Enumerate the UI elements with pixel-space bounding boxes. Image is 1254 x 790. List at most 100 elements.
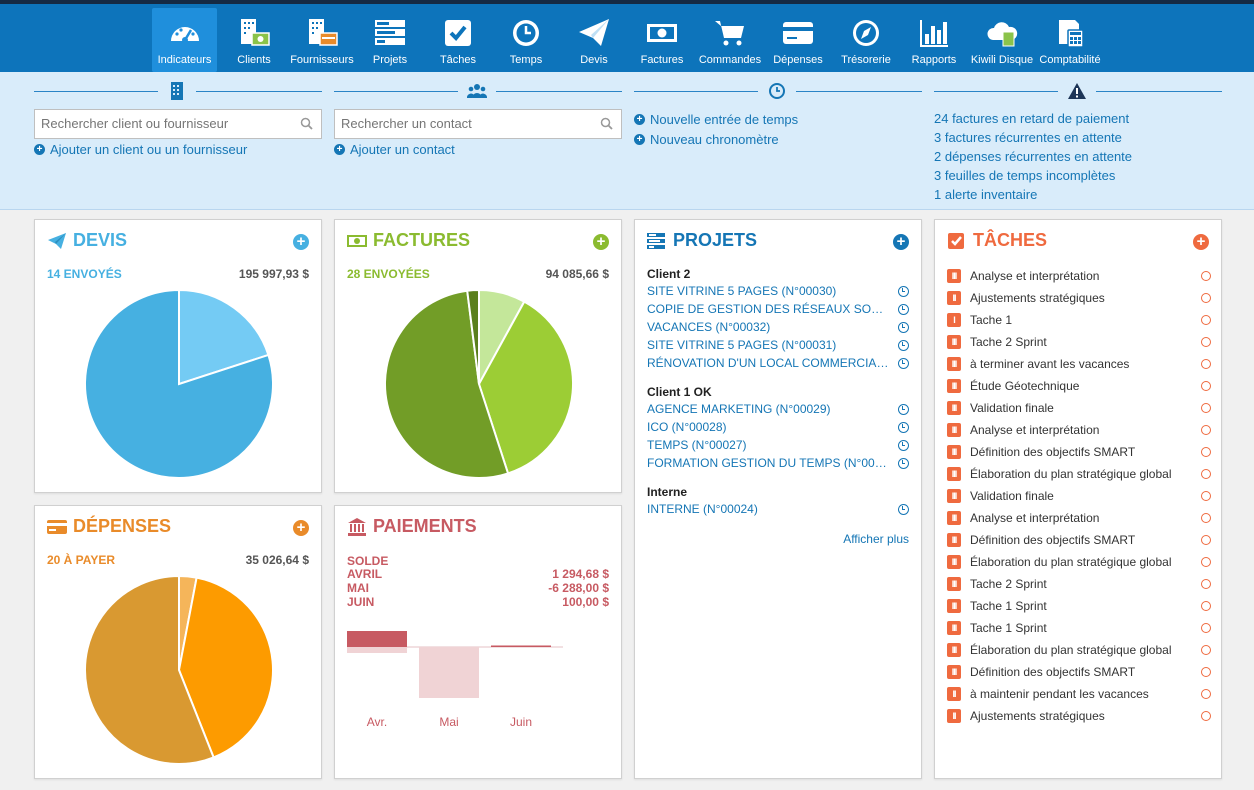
timer-icon[interactable] [898, 358, 909, 369]
contact-search-input[interactable] [341, 116, 591, 131]
paiements-title[interactable]: PAIEMENTS [347, 516, 477, 537]
task-item[interactable]: III à terminer avant les vacances [947, 353, 1211, 375]
task-item[interactable]: III Validation finale [947, 485, 1211, 507]
depenses-title[interactable]: DÉPENSES [47, 516, 171, 537]
task-item[interactable]: III Analyse et interprétation [947, 507, 1211, 529]
timer-icon[interactable] [1201, 623, 1211, 633]
devis-title[interactable]: DEVIS [47, 230, 127, 251]
alert-link[interactable]: 2 dépenses récurrentes en attente [934, 149, 1133, 164]
timer-icon[interactable] [1201, 601, 1211, 611]
show-more-link[interactable]: Afficher plus [843, 532, 909, 546]
timer-icon[interactable] [1201, 513, 1211, 523]
timer-icon[interactable] [1201, 403, 1211, 413]
project-link[interactable]: VACANCES (N°00032) [647, 320, 771, 334]
nav-taches[interactable]: Tâches [424, 8, 492, 72]
taches-title[interactable]: TÂCHES [947, 230, 1047, 251]
timer-icon[interactable] [1201, 425, 1211, 435]
task-item[interactable]: III Tache 2 Sprint [947, 331, 1211, 353]
client-group-label[interactable]: Interne [647, 485, 688, 499]
bar[interactable] [491, 645, 551, 648]
nav-temps[interactable]: Temps [492, 8, 560, 72]
pie-slice[interactable] [466, 289, 480, 385]
timer-icon[interactable] [1201, 689, 1211, 699]
task-item[interactable]: I Tache 1 [947, 309, 1211, 331]
client-group-label[interactable]: Client 1 OK [647, 385, 712, 399]
pie-slice[interactable] [477, 300, 574, 475]
alert-link[interactable]: 1 alerte inventaire [934, 187, 1038, 202]
task-item[interactable]: III Élaboration du plan stratégique globa… [947, 551, 1211, 573]
task-item[interactable]: III Définition des objectifs SMART [947, 661, 1211, 683]
project-link[interactable]: COPIE DE GESTION DES RÉSEAUX SOCIAUX (N°… [647, 302, 891, 316]
project-link[interactable]: FORMATION GESTION DU TEMPS (N°00023) [647, 456, 891, 470]
add-contact-link[interactable]: + Ajouter un contact [334, 142, 455, 157]
nav-tresorerie[interactable]: Trésorerie [832, 8, 900, 72]
timer-icon[interactable] [1201, 557, 1211, 567]
add-tache-button[interactable]: + [1193, 234, 1209, 250]
client-search-input[interactable] [41, 116, 291, 131]
timer-icon[interactable] [1201, 381, 1211, 391]
task-item[interactable]: III Tache 1 Sprint [947, 595, 1211, 617]
timer-icon[interactable] [1201, 337, 1211, 347]
project-link[interactable]: SITE VITRINE 5 PAGES (N°00030) [647, 284, 837, 298]
alert-link[interactable]: 24 factures en retard de paiement [934, 111, 1130, 126]
nav-comptabilite[interactable]: Comptabilité [1036, 8, 1104, 72]
timer-icon[interactable] [898, 340, 909, 351]
add-client-link[interactable]: + Ajouter un client ou un fournisseur [34, 142, 247, 157]
devis-status[interactable]: 14 ENVOYÉS [47, 267, 122, 281]
project-link[interactable]: TEMPS (N°00027) [647, 438, 747, 452]
timer-icon[interactable] [898, 322, 909, 333]
timer-icon[interactable] [898, 286, 909, 297]
task-item[interactable]: III Analyse et interprétation [947, 419, 1211, 441]
search-icon[interactable] [600, 117, 613, 130]
timer-icon[interactable] [898, 404, 909, 415]
timer-icon[interactable] [898, 440, 909, 451]
depenses-status[interactable]: 20 À PAYER [47, 553, 116, 567]
add-projet-button[interactable]: + [893, 234, 909, 250]
timer-icon[interactable] [898, 422, 909, 433]
new-time-entry-link[interactable]: + Nouvelle entrée de temps [634, 112, 798, 127]
new-timer-link[interactable]: + Nouveau chronomètre [634, 132, 779, 147]
pie-slice[interactable] [384, 289, 510, 479]
task-item[interactable]: II Ajustements stratégiques [947, 705, 1211, 727]
add-depense-button[interactable]: + [293, 520, 309, 536]
bar[interactable] [347, 631, 407, 647]
project-link[interactable]: AGENCE MARKETING (N°00029) [647, 402, 831, 416]
timer-icon[interactable] [1201, 711, 1211, 721]
nav-clients[interactable]: Clients [220, 8, 288, 72]
task-item[interactable]: III Définition des objectifs SMART [947, 529, 1211, 551]
timer-icon[interactable] [1201, 469, 1211, 479]
timer-icon[interactable] [1201, 271, 1211, 281]
task-item[interactable]: II Ajustements stratégiques [947, 287, 1211, 309]
nav-indicateurs[interactable]: Indicateurs [152, 8, 217, 72]
task-item[interactable]: III Étude Géotechnique [947, 375, 1211, 397]
nav-projets[interactable]: Projets [356, 8, 424, 72]
project-link[interactable]: RÉNOVATION D'UN LOCAL COMMERCIAL (N°0003… [647, 356, 891, 370]
timer-icon[interactable] [1201, 645, 1211, 655]
timer-icon[interactable] [1201, 359, 1211, 369]
task-item[interactable]: III Élaboration du plan stratégique globa… [947, 463, 1211, 485]
bar[interactable] [347, 647, 407, 653]
projets-title[interactable]: PROJETS [647, 230, 757, 251]
bar[interactable] [419, 647, 479, 698]
alert-link[interactable]: 3 feuilles de temps incomplètes [934, 168, 1116, 183]
timer-icon[interactable] [898, 458, 909, 469]
pie-slice[interactable] [177, 576, 274, 759]
nav-depenses[interactable]: Dépenses [764, 8, 832, 72]
pie-slice[interactable] [84, 289, 274, 479]
contact-search-field[interactable] [334, 109, 622, 139]
nav-rapports[interactable]: Rapports [900, 8, 968, 72]
pie-slice[interactable] [178, 289, 270, 386]
timer-icon[interactable] [1201, 491, 1211, 501]
task-item[interactable]: III Tache 1 Sprint [947, 617, 1211, 639]
factures-title[interactable]: FACTURES [347, 230, 470, 251]
timer-icon[interactable] [1201, 293, 1211, 303]
timer-icon[interactable] [1201, 535, 1211, 545]
client-search-field[interactable] [34, 109, 322, 139]
alert-link[interactable]: 3 factures récurrentes en attente [934, 130, 1122, 145]
task-item[interactable]: II à maintenir pendant les vacances [947, 683, 1211, 705]
task-item[interactable]: III Élaboration du plan stratégique globa… [947, 639, 1211, 661]
task-item[interactable]: III Analyse et interprétation [947, 265, 1211, 287]
nav-commandes[interactable]: Commandes [696, 8, 764, 72]
nav-fournisseurs[interactable]: Fournisseurs [288, 8, 356, 72]
timer-icon[interactable] [1201, 447, 1211, 457]
